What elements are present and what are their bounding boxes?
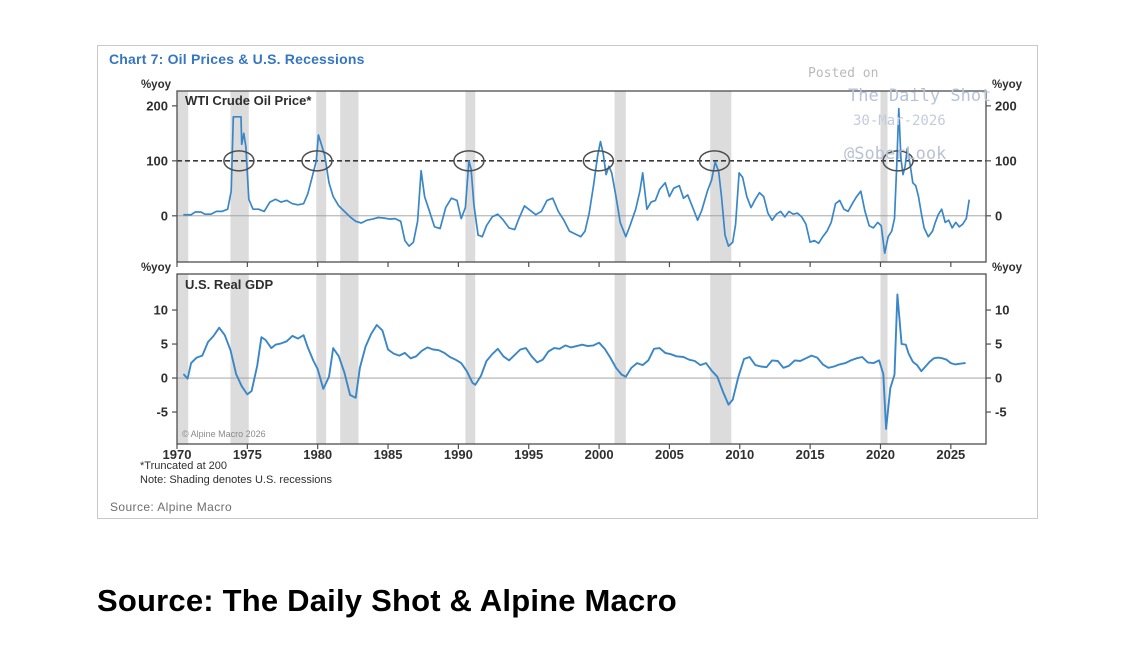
x-tick-label: 2000 bbox=[585, 447, 614, 462]
card-source-label: Source: Alpine Macro bbox=[110, 500, 233, 514]
recession-band bbox=[340, 91, 359, 262]
y-tick-label-right: -5 bbox=[995, 405, 1007, 420]
x-tick-label: 2005 bbox=[655, 447, 684, 462]
y-tick-label-left: 200 bbox=[146, 98, 168, 113]
chart-canvas: 0 0 100 100 200 200 %yoy %yoy -5 -5 0 0 5 5 10 10 %yoy %y… bbox=[141, 79, 1023, 462]
y-tick-label-right: 0 bbox=[995, 371, 1002, 386]
recession-band bbox=[880, 274, 888, 444]
recession-band bbox=[316, 274, 327, 444]
recession-band bbox=[465, 91, 476, 262]
y-tick-label-left: 100 bbox=[146, 153, 168, 168]
unit-label: %yoy bbox=[992, 262, 1023, 274]
recession-band bbox=[340, 274, 359, 444]
x-tick-label: 2025 bbox=[936, 447, 965, 462]
recession-band bbox=[177, 274, 189, 444]
recession-band bbox=[614, 91, 626, 262]
recession-band bbox=[230, 274, 249, 444]
recession-band bbox=[710, 274, 732, 444]
gdp-line bbox=[183, 293, 966, 430]
x-tick-label: 1990 bbox=[444, 447, 473, 462]
y-tick-label-right: 5 bbox=[995, 337, 1002, 352]
copyright-note: © Alpine Macro 2026 bbox=[182, 429, 266, 439]
recession-band bbox=[177, 91, 189, 262]
bottom-panel-label: U.S. Real GDP bbox=[185, 277, 274, 292]
y-tick-label-left: 0 bbox=[161, 371, 168, 386]
x-tick-label: 1975 bbox=[233, 447, 262, 462]
unit-label: %yoy bbox=[992, 79, 1023, 91]
recession-band bbox=[316, 91, 327, 262]
oil-price-line bbox=[183, 107, 970, 255]
crossing-circle bbox=[301, 150, 333, 172]
recession-band bbox=[465, 274, 476, 444]
unit-label: %yoy bbox=[141, 79, 172, 91]
crossing-circle bbox=[882, 150, 914, 172]
y-tick-label-left: 10 bbox=[154, 303, 168, 318]
recession-band bbox=[880, 91, 888, 262]
footnote-truncated: *Truncated at 200 bbox=[140, 460, 228, 472]
y-tick-label-left: 0 bbox=[161, 208, 168, 223]
unit-label: %yoy bbox=[141, 262, 172, 274]
x-tick-label: 1970 bbox=[163, 447, 192, 462]
panel-frame bbox=[176, 90, 987, 263]
crossing-circle bbox=[582, 150, 615, 172]
y-tick-label-right: 10 bbox=[995, 303, 1009, 318]
crossing-circle bbox=[453, 150, 485, 172]
x-tick-label: 1995 bbox=[514, 447, 543, 462]
y-tick-label-left: 5 bbox=[161, 337, 168, 352]
x-tick-label: 2010 bbox=[725, 447, 754, 462]
top-panel-label: WTI Crude Oil Price* bbox=[185, 93, 312, 108]
y-tick-label-right: 200 bbox=[995, 98, 1017, 113]
x-tick-label: 2020 bbox=[866, 447, 895, 462]
crossing-circle bbox=[223, 150, 255, 172]
footnote-shading: Note: Shading denotes U.S. recessions bbox=[140, 474, 333, 486]
x-tick-label: 2015 bbox=[796, 447, 825, 462]
y-tick-label-right: 0 bbox=[995, 208, 1002, 223]
crossing-circle bbox=[698, 150, 731, 172]
recession-band bbox=[614, 274, 626, 444]
x-tick-label: 1985 bbox=[374, 447, 403, 462]
chart-title: Chart 7: Oil Prices & U.S. Recessions bbox=[109, 51, 365, 67]
recession-band bbox=[710, 91, 732, 262]
y-tick-label-left: -5 bbox=[156, 405, 168, 420]
page-source-caption: Source: The Daily Shot & Alpine Macro bbox=[97, 583, 677, 618]
panel-frame bbox=[176, 273, 987, 445]
x-tick-label: 1980 bbox=[303, 447, 332, 462]
y-tick-label-right: 100 bbox=[995, 153, 1017, 168]
